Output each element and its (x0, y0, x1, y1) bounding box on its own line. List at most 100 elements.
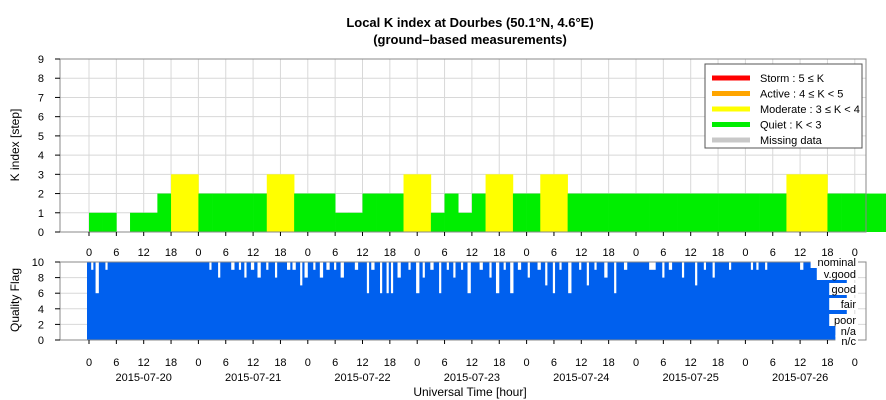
k-index-bar (636, 193, 650, 232)
quality-gap (218, 262, 221, 278)
legend-items: Storm : 5 ≤ K Active : 4 ≤ K < 5 Moderate … (712, 73, 860, 147)
quality-flag-label-bg (829, 283, 858, 295)
quality-gap (380, 262, 383, 294)
quality-gap (231, 262, 235, 270)
k-index-bar (827, 193, 842, 232)
legend: Storm : 5 ≤ K Active : 4 ≤ K < 5 Moderate … (704, 63, 863, 149)
k-index-x-tick-label: 12 (247, 247, 259, 259)
legend-label: Active : 4 ≤ K < 5 (760, 89, 843, 101)
k-index-x-tick-label: 18 (493, 247, 505, 259)
k-index-bar (594, 193, 609, 232)
quality-x-tick-label: 0 (852, 357, 858, 369)
k-index-x-tick-label: 0 (742, 247, 748, 259)
k-index-bar (376, 193, 391, 232)
quality-flag-label: v.good (824, 269, 856, 281)
k-index-bar (868, 193, 883, 232)
quality-gap (95, 262, 99, 294)
quality-gap (800, 262, 804, 270)
k-index-x-tick-label: 12 (794, 247, 806, 259)
k-index-bar (813, 174, 828, 232)
k-index-bar (567, 193, 582, 232)
quality-gap (668, 262, 673, 270)
quality-gap (517, 262, 522, 270)
quality-gap (614, 262, 617, 294)
k-index-bar (239, 193, 254, 232)
quality-gap (390, 262, 394, 294)
k-index-x-tick-label: 6 (332, 247, 338, 259)
quality-gap (397, 262, 401, 278)
k-index-bar (198, 193, 213, 232)
date-label: 2015-07-21 (225, 372, 281, 384)
quality-x-tick-label: 6 (770, 357, 776, 369)
k-index-bar (184, 174, 199, 232)
k-index-x-tick-label: 12 (138, 247, 150, 259)
k-index-x-tick-label: 6 (223, 247, 229, 259)
k-index-bar (157, 193, 172, 232)
quality-gap (334, 262, 337, 270)
k-index-bar (882, 193, 886, 232)
legend-label: Quiet : K < 3 (760, 120, 821, 132)
k-index-bar (266, 174, 281, 232)
k-index-bar (143, 212, 158, 232)
k-index-bar (321, 193, 336, 232)
quality-flag-label-bg (816, 268, 858, 280)
quality-gap (662, 262, 665, 278)
quality-x-tick-label: 0 (633, 357, 639, 369)
quality-y-tick-label: 8 (38, 273, 44, 285)
quality-gap (446, 262, 449, 270)
quality-gap (371, 262, 375, 270)
x-axis-label: Universal Time [hour] (413, 385, 526, 399)
k-index-x-tick-label: 6 (660, 247, 666, 259)
quality-gap (703, 262, 707, 270)
k-index-y-tick-label: 0 (38, 227, 44, 239)
k-index-y-tick-label: 8 (38, 73, 44, 85)
quality-x-tick-label: 12 (247, 357, 259, 369)
k-index-y-tick-label: 6 (38, 112, 44, 124)
k-index-bar (430, 212, 445, 232)
quality-gap (537, 262, 541, 270)
date-label: 2015-07-25 (663, 372, 719, 384)
k-index-y-tick-label: 7 (38, 92, 44, 104)
k-index-x-tick-label: 0 (633, 247, 639, 259)
quality-gap (503, 262, 506, 270)
k-index-y-tick-label: 3 (38, 169, 44, 181)
k-index-x-tick-label: 18 (165, 247, 177, 259)
k-index-bar (307, 193, 322, 232)
quality-flag-label-bg (829, 298, 858, 310)
quality-gap (292, 262, 296, 270)
quality-gap (681, 262, 685, 278)
quality-flag-label: n/c (841, 336, 856, 348)
k-index-bar (458, 212, 473, 232)
k-index-bar (348, 212, 363, 232)
k-index-bar (731, 193, 746, 232)
k-index-bar (704, 193, 719, 232)
k-index-bar (690, 193, 705, 232)
quality-gap (489, 262, 492, 278)
k-index-y-ticks: 0 1 2 3 4 5 6 7 8 9 (38, 54, 60, 239)
k-index-bar (171, 174, 186, 232)
k-index-bar (540, 174, 555, 232)
quality-gap (422, 262, 425, 278)
quality-gap (354, 262, 359, 270)
k-index-x-tick-label: 6 (441, 247, 447, 259)
k-index-bar (417, 174, 432, 232)
k-index-bar (362, 193, 377, 232)
chart-title: Local K index at Dourbes (50.1°N, 4.6°E) (346, 15, 593, 30)
quality-gap (300, 262, 303, 286)
quality-gap (386, 262, 389, 294)
chart-subtitle: (ground–based measurements) (373, 32, 567, 47)
k-index-x-tick-label: 12 (685, 247, 697, 259)
quality-gap (712, 262, 715, 278)
quality-gap (439, 262, 442, 294)
k-index-bars (89, 174, 886, 232)
quality-gap (604, 262, 608, 278)
k-index-bar (745, 193, 760, 232)
k-index-x-tick-label: 6 (770, 247, 776, 259)
quality-x-tick-label: 0 (195, 357, 201, 369)
k-index-x-tick-label: 6 (551, 247, 557, 259)
quality-x-tick-label: 18 (274, 357, 286, 369)
quality-gap (257, 262, 261, 278)
